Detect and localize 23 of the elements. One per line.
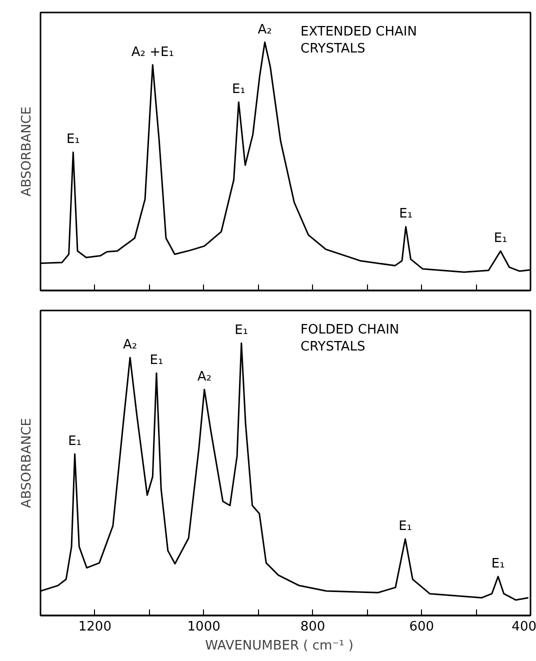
x-tick-label: 1000	[187, 620, 220, 634]
annotation: E₁	[399, 206, 413, 222]
annotation: E₁	[494, 231, 508, 246]
y-axis-title: ABSORBANCE	[20, 106, 34, 196]
annotation: E₁	[66, 132, 80, 148]
annotation: E₁	[491, 556, 505, 572]
annotation: E₁	[232, 82, 246, 98]
annotation: A₂	[123, 338, 138, 353]
annotation: EXTENDED CHAIN CRYSTALS	[300, 24, 417, 56]
annotation: E₁	[234, 323, 248, 338]
annotation: E₁	[68, 434, 82, 450]
annotation: A₂	[258, 22, 272, 38]
annotation: E₁	[150, 353, 164, 368]
annotation: A₂ +E₁	[131, 44, 174, 60]
x-tick-label: 800	[300, 620, 326, 634]
x-tick-label: 600	[409, 620, 434, 634]
annotation: FOLDED CHAIN CRYSTALS	[300, 322, 400, 354]
y-axis-title: ABSORBANCE	[20, 418, 34, 508]
x-tick-label: 400	[512, 620, 536, 634]
x-axis-title: WAVENUMBER ( cm⁻¹ )	[205, 638, 354, 654]
x-tick-label: 1200	[78, 620, 112, 634]
annotation: E₁	[398, 518, 412, 534]
annotation: A₂	[197, 369, 212, 384]
